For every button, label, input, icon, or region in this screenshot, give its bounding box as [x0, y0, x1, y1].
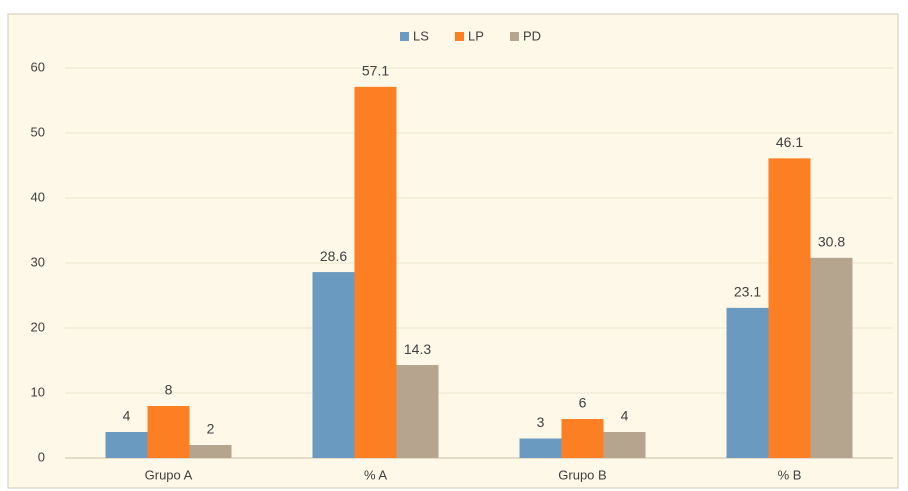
legend-label: PD: [523, 28, 541, 43]
bar: [561, 419, 604, 458]
data-label: 23.1: [734, 284, 761, 300]
legend-swatch: [400, 32, 409, 41]
y-tick-label: 30: [31, 254, 45, 269]
bar: [810, 257, 853, 458]
data-label: 30.8: [818, 234, 845, 250]
bar: [189, 445, 232, 458]
data-label: 46.1: [776, 134, 803, 150]
y-tick-label: 60: [31, 59, 45, 74]
legend-swatch: [510, 32, 519, 41]
bar: [312, 272, 355, 458]
bar: [147, 406, 190, 458]
bar: [396, 365, 439, 458]
data-label: 8: [165, 382, 173, 398]
y-tick-label: 50: [31, 124, 45, 139]
x-tick-label: Grupo B: [558, 467, 606, 482]
data-label: 4: [123, 408, 131, 424]
x-tick-label: % A: [364, 467, 387, 482]
y-tick-label: 0: [38, 449, 45, 464]
legend-label: LP: [468, 28, 484, 43]
data-label: 14.3: [404, 341, 431, 357]
y-tick-label: 20: [31, 319, 45, 334]
data-label: 57.1: [362, 63, 389, 79]
bar: [105, 432, 148, 458]
legend-label: LS: [413, 28, 429, 43]
bar: [354, 86, 397, 458]
y-tick-label: 40: [31, 189, 45, 204]
bar: [519, 438, 562, 458]
x-tick-label: % B: [778, 467, 802, 482]
y-tick-label: 10: [31, 384, 45, 399]
data-label: 6: [579, 395, 587, 411]
legend-swatch: [455, 32, 464, 41]
data-label: 3: [537, 414, 545, 430]
data-label: 2: [207, 421, 215, 437]
bar: [726, 307, 769, 458]
bar: [768, 158, 811, 458]
data-label: 4: [621, 408, 629, 424]
bar: [603, 432, 646, 458]
x-tick-label: Grupo A: [145, 467, 193, 482]
data-label: 28.6: [320, 248, 347, 264]
